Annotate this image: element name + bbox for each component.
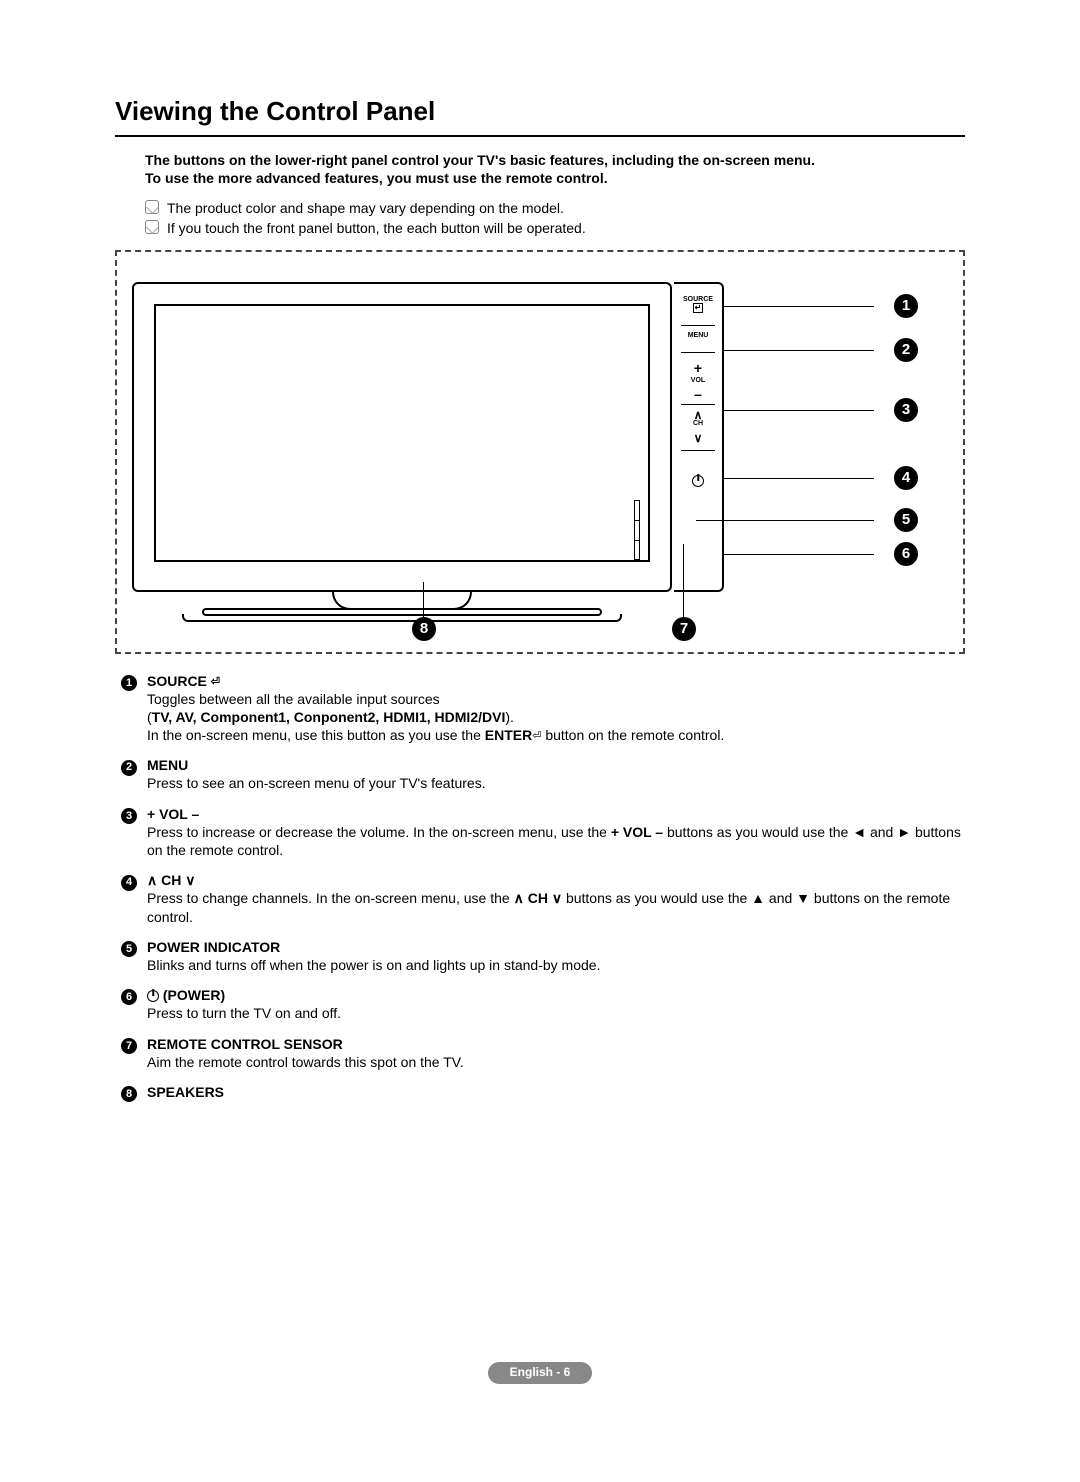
desc-num-7: 7 [121,1038,137,1054]
callout-6: 6 [894,542,918,566]
callout-2: 2 [894,338,918,362]
desc-3-title: + VOL – [147,806,199,822]
desc-2-body: Press to see an on-screen menu of your T… [147,775,486,791]
callout-3: 3 [894,398,918,422]
ch-label: CH [693,420,703,428]
desc-1-body-a: Toggles between all the available input … [147,691,440,707]
desc-num-5: 5 [121,941,137,957]
desc-num-2: 2 [121,760,137,776]
desc-5-title: POWER INDICATOR [147,939,280,955]
desc-item-8: 8 SPEAKERS [121,1083,965,1102]
power-icon [147,990,159,1002]
desc-8-title: SPEAKERS [147,1084,224,1100]
tv-diagram: SOURCE↵ MENU + VOL – ∧ CH ∨ 1 2 3 4 5 [115,250,965,654]
desc-num-1: 1 [121,675,137,691]
callout-7: 7 [672,617,696,641]
note-2-text: If you touch the front panel button, the… [167,219,586,237]
power-button-icon [692,471,704,489]
desc-num-8: 8 [121,1086,137,1102]
intro-line-1: The buttons on the lower-right panel con… [145,151,965,169]
vol-minus-icon: – [694,391,702,398]
callout-5: 5 [894,508,918,532]
desc-num-6: 6 [121,989,137,1005]
callout-1: 1 [894,294,918,318]
page-title: Viewing the Control Panel [115,95,965,129]
note-2: If you touch the front panel button, the… [145,219,965,237]
desc-item-7: 7 REMOTE CONTROL SENSOR Aim the remote c… [121,1035,965,1071]
desc-item-2: 2 MENU Press to see an on-screen menu of… [121,756,965,792]
bottom-callouts: 8 7 [132,582,928,632]
desc-item-6: 6 (POWER) Press to turn the TV on and of… [121,986,965,1022]
page-number: English - 6 [488,1362,593,1384]
desc-6-body: Press to turn the TV on and off. [147,1005,341,1021]
desc-7-body: Aim the remote control towards this spot… [147,1054,464,1070]
desc-item-5: 5 POWER INDICATOR Blinks and turns off w… [121,938,965,974]
vol-label: VOL [691,377,705,385]
descriptions-list: 1 SOURCE ⏎ Toggles between all the avail… [115,672,965,1103]
desc-6-title: (POWER) [147,987,225,1003]
title-rule [115,135,965,137]
desc-5-body: Blinks and turns off when the power is o… [147,957,600,973]
tv-body [132,282,672,622]
note-icon [145,220,159,234]
intro-line-2: To use the more advanced features, you m… [145,169,965,187]
callout-4: 4 [894,466,918,490]
ch-down-icon: ∨ [694,434,703,444]
page-footer: English - 6 [115,1362,965,1384]
callout-8: 8 [412,617,436,641]
desc-2-title: MENU [147,757,188,773]
source-button-label: SOURCE↵ [683,296,713,314]
desc-item-4: 4 ∧ CH ∨ Press to change channels. In th… [121,871,965,926]
note-icon [145,200,159,214]
note-1-text: The product color and shape may vary dep… [167,199,564,217]
indicator-strip [634,500,640,560]
ch-up-icon: ∧ [694,411,703,421]
note-1: The product color and shape may vary dep… [145,199,965,217]
desc-item-3: 3 + VOL – Press to increase or decrease … [121,805,965,860]
desc-7-title: REMOTE CONTROL SENSOR [147,1036,343,1052]
desc-item-1: 1 SOURCE ⏎ Toggles between all the avail… [121,672,965,745]
vol-plus-icon: + [694,359,702,377]
desc-num-3: 3 [121,808,137,824]
menu-button-label: MENU [688,332,709,340]
side-control-panel: SOURCE↵ MENU + VOL – ∧ CH ∨ [674,282,724,592]
desc-1-title: SOURCE ⏎ [147,673,220,689]
intro-block: The buttons on the lower-right panel con… [145,151,965,187]
desc-4-title: ∧ CH ∨ [147,872,196,888]
desc-num-4: 4 [121,875,137,891]
